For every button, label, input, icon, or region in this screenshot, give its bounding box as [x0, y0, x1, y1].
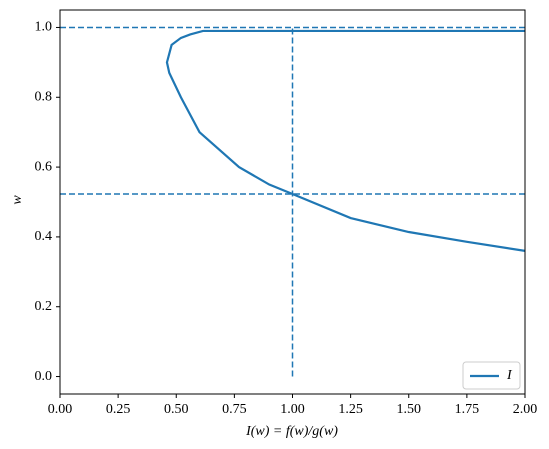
x-tick-label: 1.25	[338, 402, 363, 417]
plot-frame	[59, 9, 526, 395]
line	[165, 29, 526, 252]
legend-label: I	[506, 368, 513, 383]
y-tick-label: 0.8	[35, 89, 53, 104]
x-tick-label: 0.50	[164, 402, 189, 417]
x-axis-label: I(w) = f(w)/g(w)	[245, 424, 338, 439]
x-tick-label: 1.00	[280, 402, 305, 417]
x-tick-label: 2.00	[513, 402, 538, 417]
y-tick-label: 0.2	[35, 299, 53, 314]
y-tick-label: 0.4	[35, 229, 53, 244]
y-tick-label: 0.0	[35, 369, 53, 384]
x-tick-label: 0.75	[222, 402, 247, 417]
x-tick-label: 1.75	[455, 402, 480, 417]
x-tick-label: 0.25	[106, 402, 131, 417]
y-axis-label: w	[10, 195, 25, 205]
x-tick-label: 1.50	[397, 402, 422, 417]
x-tick-label: 0.00	[48, 402, 73, 417]
y-tick-label: 1.0	[35, 20, 53, 35]
y-tick-label: 0.6	[35, 159, 53, 174]
